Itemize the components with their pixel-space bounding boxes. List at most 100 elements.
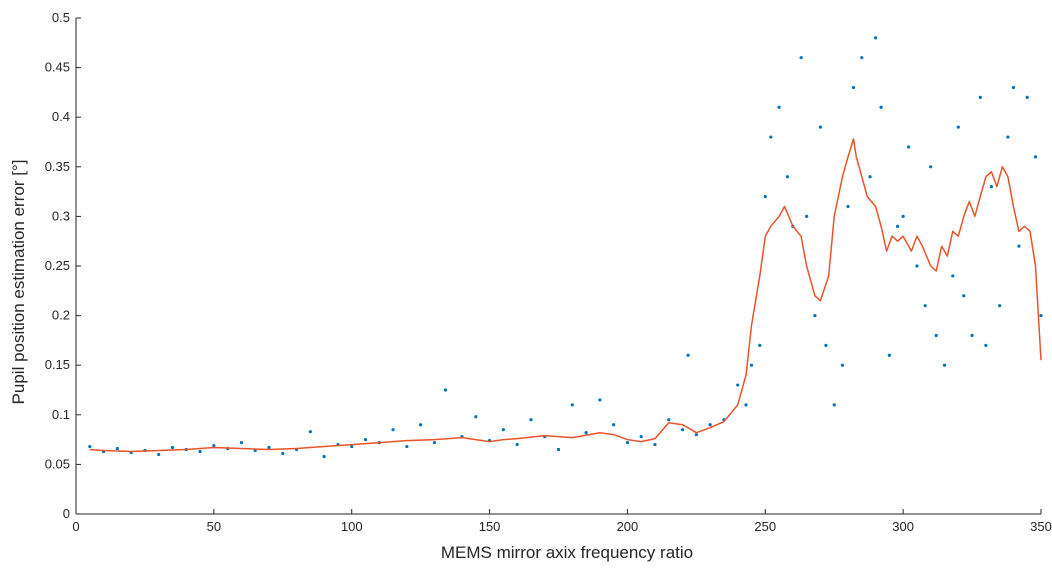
y-tick-label: 0.05 — [45, 456, 70, 471]
data-point — [799, 56, 803, 60]
data-point — [923, 304, 927, 308]
data-point — [308, 430, 312, 434]
data-point — [556, 447, 561, 452]
data-point — [529, 418, 533, 422]
y-axis-title: Pupil position estimation error [°] — [9, 160, 28, 405]
data-point — [653, 442, 657, 447]
data-point — [840, 363, 845, 367]
data-point — [970, 333, 974, 338]
data-point — [744, 403, 748, 407]
data-point — [350, 444, 354, 449]
data-point — [239, 440, 244, 445]
data-point — [846, 204, 850, 209]
y-tick-label: 0.2 — [52, 308, 70, 323]
line-series — [89, 138, 1042, 453]
data-point — [907, 145, 911, 149]
data-point — [501, 428, 505, 432]
x-tick-label: 0 — [72, 519, 79, 534]
data-point — [896, 224, 900, 228]
data-point — [832, 403, 836, 407]
data-point — [391, 428, 395, 432]
data-point — [1033, 155, 1038, 159]
x-tick-label: 250 — [754, 519, 776, 534]
data-point — [322, 454, 326, 459]
x-axis-title: MEMS mirror axix frequency ratio — [441, 543, 693, 562]
data-point — [639, 435, 643, 439]
data-point — [749, 363, 754, 367]
y-tick-label: 0.45 — [45, 60, 70, 75]
data-point — [115, 446, 119, 451]
data-point — [1025, 95, 1029, 99]
x-tick-label: 100 — [341, 519, 363, 534]
data-point — [818, 125, 823, 129]
data-point — [813, 314, 817, 318]
y-tick-label: 0.25 — [45, 258, 70, 273]
data-point — [267, 445, 271, 450]
y-tick-label: 0.4 — [52, 109, 70, 124]
data-point — [962, 294, 966, 298]
data-point — [758, 343, 762, 347]
data-point — [873, 36, 878, 40]
data-point — [763, 194, 767, 199]
y-tick-label: 0.5 — [52, 10, 70, 25]
data-point — [419, 423, 423, 427]
data-point — [405, 444, 409, 449]
data-point — [1017, 244, 1021, 248]
y-tick-label: 0.15 — [45, 357, 70, 372]
data-point — [432, 440, 437, 445]
axes — [75, 18, 1041, 515]
data-point — [929, 165, 933, 169]
data-point — [1011, 85, 1016, 90]
y-tick-label: 0.3 — [52, 208, 70, 223]
data-point — [157, 452, 161, 457]
y-tick-label: 0.35 — [45, 159, 70, 174]
data-point — [984, 343, 988, 347]
data-point — [805, 214, 809, 218]
y-tick-label: 0.1 — [52, 407, 70, 422]
data-point — [951, 274, 955, 278]
trend-line — [89, 138, 1042, 453]
data-point — [901, 214, 905, 218]
data-point — [1039, 314, 1043, 318]
data-point — [598, 398, 602, 402]
data-point — [694, 433, 698, 437]
data-point — [785, 175, 789, 179]
data-point — [887, 353, 891, 357]
data-point — [281, 451, 285, 456]
x-tick-label: 50 — [207, 519, 221, 534]
data-point — [1006, 135, 1010, 139]
data-point — [824, 343, 828, 347]
data-point — [934, 333, 938, 338]
data-point — [88, 444, 92, 449]
ticks: 0 50 100 150 200 250 300 350 0 0.05 0.1 0.15 0.2 0.25… — [45, 10, 1052, 534]
data-point — [942, 363, 947, 367]
data-point — [198, 449, 202, 454]
x-tick-label: 200 — [617, 519, 639, 534]
data-point — [868, 175, 872, 179]
data-point — [170, 445, 175, 450]
data-point — [686, 353, 690, 357]
data-point — [443, 388, 448, 392]
data-point — [515, 442, 519, 447]
data-point — [667, 418, 671, 422]
data-point — [736, 383, 740, 387]
data-point — [584, 431, 588, 435]
data-point — [860, 56, 864, 60]
data-point — [212, 443, 216, 448]
data-point — [989, 185, 993, 189]
data-point — [708, 423, 712, 427]
y-tick-label: 0 — [63, 506, 70, 521]
data-point — [625, 440, 630, 445]
data-point — [998, 304, 1002, 308]
data-point — [777, 105, 781, 109]
data-point — [612, 423, 616, 427]
data-point — [769, 135, 773, 139]
x-tick-label: 150 — [479, 519, 501, 534]
data-point — [680, 428, 685, 432]
data-point — [570, 403, 574, 407]
data-point — [474, 415, 478, 419]
scatter-series — [88, 36, 1043, 459]
data-point — [851, 85, 856, 90]
